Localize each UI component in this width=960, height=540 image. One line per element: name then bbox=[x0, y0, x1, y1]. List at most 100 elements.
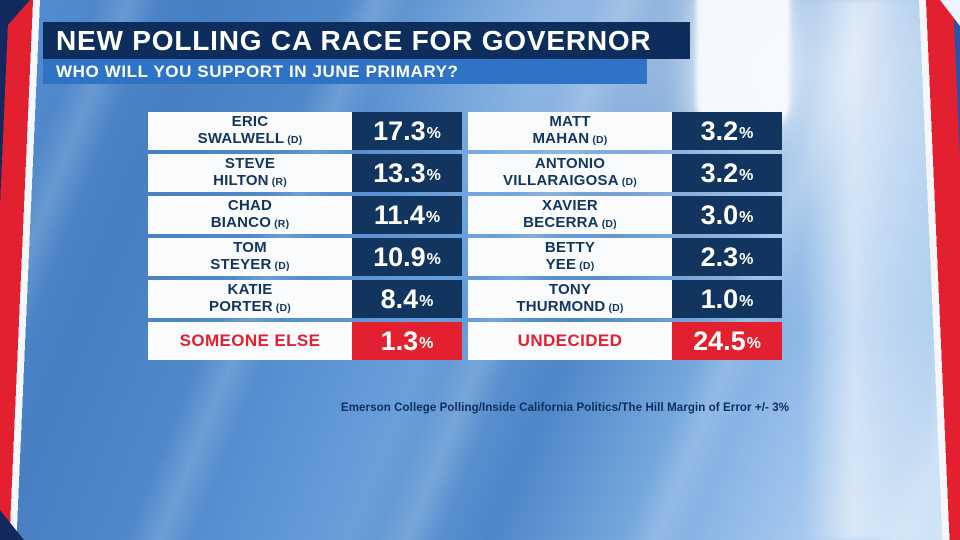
percentage-value: 3.0 bbox=[700, 199, 739, 230]
candidate-name-box: KATIE PORTER (D) bbox=[148, 280, 352, 318]
poll-column-left: ERIC SWALWELL (D) 17.3% STEVE HILTON (R) 1… bbox=[148, 112, 462, 360]
percentage-value: 8.4 bbox=[380, 283, 419, 314]
percent-sign: % bbox=[746, 335, 761, 352]
top-left-corner-accent bbox=[0, 0, 30, 34]
party-label: (R) bbox=[274, 218, 290, 230]
subheadline-title: WHO WILL YOU SUPPORT IN JUNE PRIMARY? bbox=[56, 61, 459, 81]
poll-row: CHAD BIANCO (R) 11.4% bbox=[148, 196, 462, 234]
percentage-value: 1.3 bbox=[380, 325, 419, 356]
bottom-left-corner-accent bbox=[0, 510, 24, 540]
percentage-value: 3.2 bbox=[700, 157, 739, 188]
candidate-last-name: PORTER (D) bbox=[209, 298, 291, 315]
percentage-value: 2.3 bbox=[700, 241, 739, 272]
percentage-value: 13.3 bbox=[373, 157, 426, 188]
headline-bar: NEW POLLING CA RACE FOR GOVERNOR bbox=[43, 22, 690, 59]
percent-sign: % bbox=[419, 293, 434, 310]
percent-sign: % bbox=[739, 251, 754, 268]
candidate-last-name: SWALWELL (D) bbox=[197, 130, 303, 147]
percent-sign: % bbox=[739, 293, 754, 310]
percentage-box: 1.3% bbox=[352, 322, 462, 360]
candidate-name-box: ANTONIO VILLARAIGOSA (D) bbox=[468, 154, 672, 192]
someone-else-label-box: SOMEONE ELSE bbox=[148, 322, 352, 360]
studio-light-band bbox=[802, 0, 930, 540]
percentage-box: 1.0% bbox=[672, 280, 782, 318]
candidate-last-name: BIANCO (R) bbox=[210, 214, 290, 231]
percentage-value: 17.3 bbox=[373, 115, 426, 146]
source-attribution: Emerson College Polling/Inside Californi… bbox=[340, 402, 790, 414]
candidate-name-box: BETTY YEE (D) bbox=[468, 238, 672, 276]
someone-else-label: SOMEONE ELSE bbox=[179, 331, 321, 351]
candidate-last-name: THURMOND (D) bbox=[516, 298, 624, 315]
candidate-last-name: STEYER (D) bbox=[210, 256, 290, 273]
percentage-box: 3.2% bbox=[672, 112, 782, 150]
undecided-label-box: UNDECIDED bbox=[468, 322, 672, 360]
percent-sign: % bbox=[426, 251, 441, 268]
poll-column-right: MATT MAHAN (D) 3.2% ANTONIO VILLARAIGOSA(… bbox=[468, 112, 782, 360]
percent-sign: % bbox=[419, 335, 434, 352]
candidate-first-name: ANTONIO bbox=[534, 155, 606, 173]
subheadline-bar: WHO WILL YOU SUPPORT IN JUNE PRIMARY? bbox=[43, 59, 647, 84]
party-label: (D) bbox=[274, 260, 290, 272]
poll-row-undecided: UNDECIDED 24.5% bbox=[468, 322, 782, 360]
poll-row: KATIE PORTER (D) 8.4% bbox=[148, 280, 462, 318]
percentage-box: 13.3% bbox=[352, 154, 462, 192]
poll-row: STEVE HILTON (R) 13.3% bbox=[148, 154, 462, 192]
top-right-corner-accent bbox=[940, 0, 960, 26]
candidate-name-box: ERIC SWALWELL (D) bbox=[148, 112, 352, 150]
percentage-box: 24.5% bbox=[672, 322, 782, 360]
candidate-name-box: CHAD BIANCO (R) bbox=[148, 196, 352, 234]
percent-sign: % bbox=[739, 209, 754, 226]
headline-title: NEW POLLING CA RACE FOR GOVERNOR bbox=[56, 24, 652, 56]
poll-row: BETTY YEE (D) 2.3% bbox=[468, 238, 782, 276]
percent-sign: % bbox=[739, 125, 754, 142]
poll-row: XAVIER BECERRA (D) 3.0% bbox=[468, 196, 782, 234]
percentage-value: 24.5 bbox=[693, 325, 746, 356]
party-label: (D) bbox=[275, 302, 291, 314]
candidate-last-name: MAHAN (D) bbox=[532, 130, 608, 147]
percentage-box: 17.3% bbox=[352, 112, 462, 150]
percentage-box: 3.0% bbox=[672, 196, 782, 234]
undecided-label: UNDECIDED bbox=[517, 331, 623, 351]
candidate-first-name: TOM bbox=[233, 239, 267, 257]
candidate-last-name: YEE (D) bbox=[545, 256, 595, 273]
percent-sign: % bbox=[426, 167, 441, 184]
party-label: (D) bbox=[287, 134, 303, 146]
percentage-box: 10.9% bbox=[352, 238, 462, 276]
candidate-first-name: ERIC bbox=[231, 113, 269, 131]
candidate-name-box: STEVE HILTON (R) bbox=[148, 154, 352, 192]
poll-row: TOM STEYER (D) 10.9% bbox=[148, 238, 462, 276]
candidate-last-name: HILTON (R) bbox=[213, 172, 287, 189]
percentage-value: 3.2 bbox=[700, 115, 739, 146]
poll-row: ANTONIO VILLARAIGOSA (D) 3.2% bbox=[468, 154, 782, 192]
candidate-first-name: XAVIER bbox=[542, 197, 598, 215]
party-label: (D) bbox=[608, 302, 624, 314]
poll-row: TONY THURMOND (D) 1.0% bbox=[468, 280, 782, 318]
poll-row-someone-else: SOMEONE ELSE 1.3% bbox=[148, 322, 462, 360]
percentage-value: 10.9 bbox=[373, 241, 426, 272]
party-label: (D) bbox=[621, 176, 637, 188]
candidate-first-name: BETTY bbox=[544, 239, 596, 257]
candidate-first-name: TONY bbox=[548, 281, 592, 299]
candidate-first-name: MATT bbox=[549, 113, 591, 131]
candidate-first-name: STEVE bbox=[224, 155, 276, 173]
percent-sign: % bbox=[739, 167, 754, 184]
candidate-first-name: KATIE bbox=[227, 281, 273, 299]
percentage-box: 8.4% bbox=[352, 280, 462, 318]
candidate-name-box: TONY THURMOND (D) bbox=[468, 280, 672, 318]
percentage-box: 11.4% bbox=[352, 196, 462, 234]
candidate-first-name: CHAD bbox=[227, 197, 273, 215]
party-label: (D) bbox=[579, 260, 595, 272]
percentage-box: 3.2% bbox=[672, 154, 782, 192]
candidate-name-box: TOM STEYER (D) bbox=[148, 238, 352, 276]
candidate-name-box: XAVIER BECERRA (D) bbox=[468, 196, 672, 234]
party-label: (D) bbox=[601, 218, 617, 230]
percent-sign: % bbox=[425, 209, 441, 226]
percentage-box: 2.3% bbox=[672, 238, 782, 276]
party-label: (D) bbox=[592, 134, 608, 146]
candidate-last-name: VILLARAIGOSA (D) bbox=[503, 172, 637, 189]
candidate-name-box: MATT MAHAN (D) bbox=[468, 112, 672, 150]
poll-row: MATT MAHAN (D) 3.2% bbox=[468, 112, 782, 150]
percentage-value: 1.0 bbox=[700, 283, 739, 314]
party-label: (R) bbox=[271, 176, 287, 188]
